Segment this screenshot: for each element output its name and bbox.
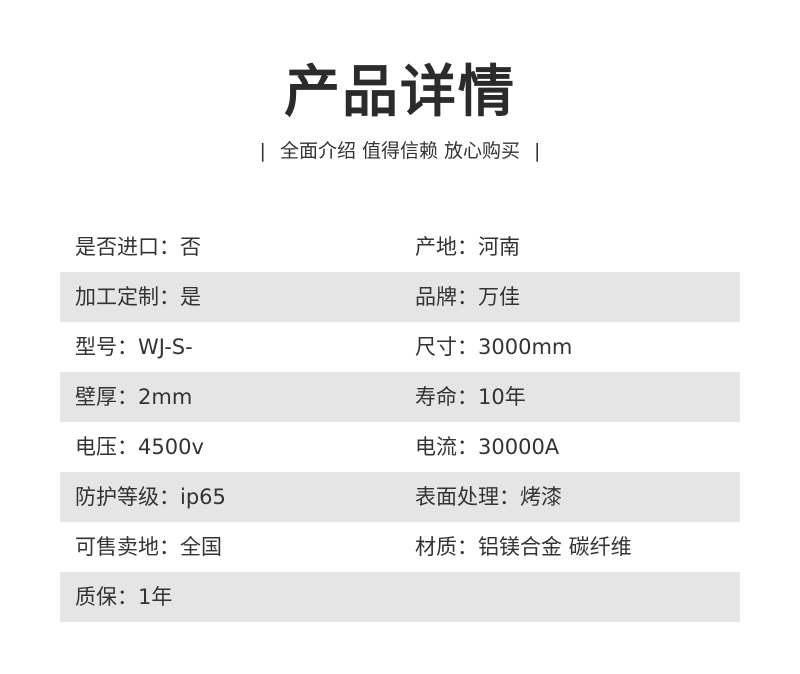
table-row: 电压：4500v 电流：30000A [60,422,740,472]
spec-cell: 表面处理：烤漆 [415,485,562,509]
subtitle: | 全面介绍 值得信赖 放心购买 | [0,137,800,165]
table-row: 可售卖地：全国 材质：铝镁合金 碳纤维 [60,522,740,572]
spec-cell: 寿命：10年 [415,385,526,409]
spec-cell: 质保：1年 [75,585,173,609]
spec-cell: 品牌：万佳 [415,285,520,309]
spec-cell: 壁厚：2mm [75,385,193,409]
divider: | [534,140,541,162]
table-row: 是否进口：否 产地：河南 [60,222,740,272]
divider: | [259,140,266,162]
table-row: 质保：1年 [60,572,740,622]
table-row: 壁厚：2mm 寿命：10年 [60,372,740,422]
table-row: 型号：WJ-S- 尺寸：3000mm [60,322,740,372]
spec-cell: 型号：WJ-S- [75,335,193,359]
spec-cell: 电流：30000A [415,435,560,459]
table-row: 加工定制：是 品牌：万佳 [60,272,740,322]
page-title: 产品详情 [284,60,516,125]
subtitle-text: 全面介绍 值得信赖 放心购买 [279,140,521,162]
spec-cell: 加工定制：是 [75,285,201,309]
spec-cell: 电压：4500v [75,435,204,459]
spec-cell: 尺寸：3000mm [415,335,573,359]
spec-cell: 可售卖地：全国 [75,535,222,559]
spec-cell: 防护等级：ip65 [75,485,226,509]
spec-cell: 材质：铝镁合金 碳纤维 [415,535,632,559]
spec-cell: 是否进口：否 [75,235,201,259]
table-row: 防护等级：ip65 表面处理：烤漆 [60,472,740,522]
spec-cell: 产地：河南 [415,235,520,259]
spec-table: 是否进口：否 产地：河南 加工定制：是 品牌：万佳 型号：WJ-S- 尺寸：3000m… [60,222,740,622]
